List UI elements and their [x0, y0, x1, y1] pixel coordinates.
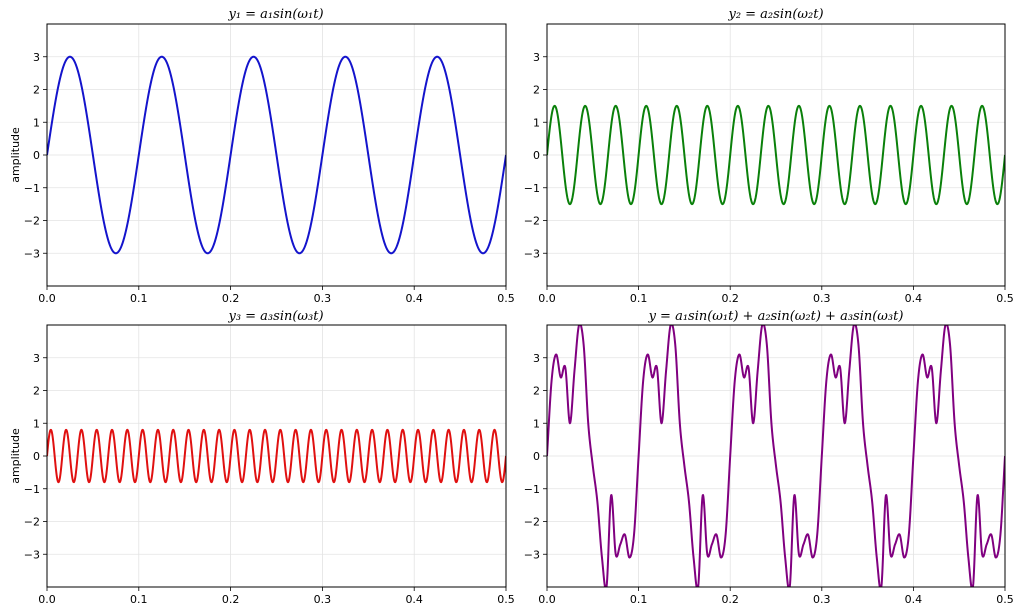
x-tick-label: 0.4 — [905, 292, 923, 305]
x-tick-label: 0.0 — [38, 292, 56, 305]
x-tick-label: 0.5 — [497, 593, 515, 606]
y-tick-label: −2 — [24, 215, 40, 228]
y-tick-label: −1 — [524, 182, 540, 195]
series-path — [547, 325, 1005, 587]
series-line — [47, 55, 506, 255]
x-tick-label: 0.5 — [996, 292, 1014, 305]
y-tick-label: 0 — [33, 149, 40, 162]
x-tick-label: 0.1 — [130, 292, 148, 305]
x-tick-label: 0.4 — [405, 292, 423, 305]
series-path — [47, 55, 506, 255]
y-tick-label: 1 — [33, 116, 40, 129]
series-path — [47, 428, 506, 484]
x-tick-label: 0.4 — [405, 593, 423, 606]
x-tick-label: 0.2 — [721, 593, 739, 606]
y-ticks: 3 2 1 0 −1 −2 −3 — [24, 352, 47, 561]
y-tick-label: 0 — [533, 149, 540, 162]
series-path — [547, 104, 1005, 206]
y-tick-label: 2 — [33, 385, 40, 398]
y-tick-label: 3 — [533, 352, 540, 365]
x-ticks: 0.0 0.1 0.2 0.3 0.4 0.5 — [38, 286, 515, 305]
subplot-title: y₃ = a₃sin(ω₃t) — [227, 309, 323, 324]
x-tick-label: 0.2 — [721, 292, 739, 305]
x-tick-label: 0.1 — [630, 593, 648, 606]
y-ticks: 3 2 1 0 −1 −2 −3 — [524, 51, 547, 260]
x-tick-label: 0.3 — [813, 292, 831, 305]
x-tick-label: 0.1 — [130, 593, 148, 606]
y-tick-label: −3 — [24, 548, 40, 561]
subplot-title: y = a₁sin(ω₁t) + a₂sin(ω₂t) + a₃sin(ω₃t) — [648, 309, 904, 324]
x-tick-label: 0.0 — [538, 292, 556, 305]
x-ticks: 0.0 0.1 0.2 0.3 0.4 0.5 — [538, 286, 1014, 305]
y-tick-label: 2 — [533, 84, 540, 97]
x-tick-label: 0.5 — [996, 593, 1014, 606]
series-line — [47, 428, 506, 484]
y-tick-label: 1 — [533, 417, 540, 430]
x-tick-label: 0.3 — [314, 292, 332, 305]
y-tick-label: −3 — [524, 247, 540, 260]
y-tick-label: −2 — [24, 516, 40, 529]
x-tick-label: 0.5 — [497, 292, 515, 305]
y-tick-label: 0 — [533, 450, 540, 463]
x-tick-label: 0.3 — [314, 593, 332, 606]
y-tick-label: 2 — [33, 84, 40, 97]
y-tick-label: 1 — [533, 116, 540, 129]
y-tick-label: 3 — [33, 352, 40, 365]
series-line — [547, 325, 1005, 587]
series-line — [547, 104, 1005, 206]
x-tick-label: 0.1 — [630, 292, 648, 305]
x-tick-label: 0.0 — [38, 593, 56, 606]
y-tick-label: 2 — [533, 385, 540, 398]
subplot-title: y₂ = a₂sin(ω₂t) — [727, 7, 823, 22]
y-axis-label: amplitude — [9, 127, 22, 183]
x-tick-label: 0.4 — [905, 593, 923, 606]
y-tick-label: −1 — [24, 483, 40, 496]
y-tick-label: −2 — [524, 215, 540, 228]
subplot-y1: y₁ = a₁sin(ω₁t) amplitude 3 2 1 0 −1 −2 … — [9, 7, 515, 305]
x-tick-label: 0.0 — [538, 593, 556, 606]
subplot-title: y₁ = a₁sin(ω₁t) — [227, 7, 323, 22]
y-tick-label: −3 — [24, 247, 40, 260]
y-tick-label: 3 — [33, 51, 40, 64]
subplot-y3: y₃ = a₃sin(ω₃t) amplitude 3 2 1 0 −1 −2 … — [9, 309, 515, 606]
y-axis-label: amplitude — [9, 428, 22, 484]
x-tick-label: 0.3 — [813, 593, 831, 606]
x-ticks: 0.0 0.1 0.2 0.3 0.4 0.5 — [38, 587, 515, 606]
y-tick-label: 0 — [33, 450, 40, 463]
y-ticks: 3 2 1 0 −1 −2 −3 — [524, 352, 547, 561]
subplot-sum: y = a₁sin(ω₁t) + a₂sin(ω₂t) + a₃sin(ω₃t)… — [524, 309, 1014, 606]
y-tick-label: 1 — [33, 417, 40, 430]
y-tick-label: 3 — [533, 51, 540, 64]
y-ticks: 3 2 1 0 −1 −2 −3 — [24, 51, 47, 260]
x-tick-label: 0.2 — [222, 593, 240, 606]
subplot-y2: y₂ = a₂sin(ω₂t) 3 2 1 0 −1 −2 −3 0.0 0.1… — [524, 7, 1014, 305]
x-tick-label: 0.2 — [222, 292, 240, 305]
y-tick-label: −1 — [524, 483, 540, 496]
x-ticks: 0.0 0.1 0.2 0.3 0.4 0.5 — [538, 587, 1014, 606]
y-tick-label: −2 — [524, 516, 540, 529]
y-tick-label: −1 — [24, 182, 40, 195]
y-tick-label: −3 — [524, 548, 540, 561]
